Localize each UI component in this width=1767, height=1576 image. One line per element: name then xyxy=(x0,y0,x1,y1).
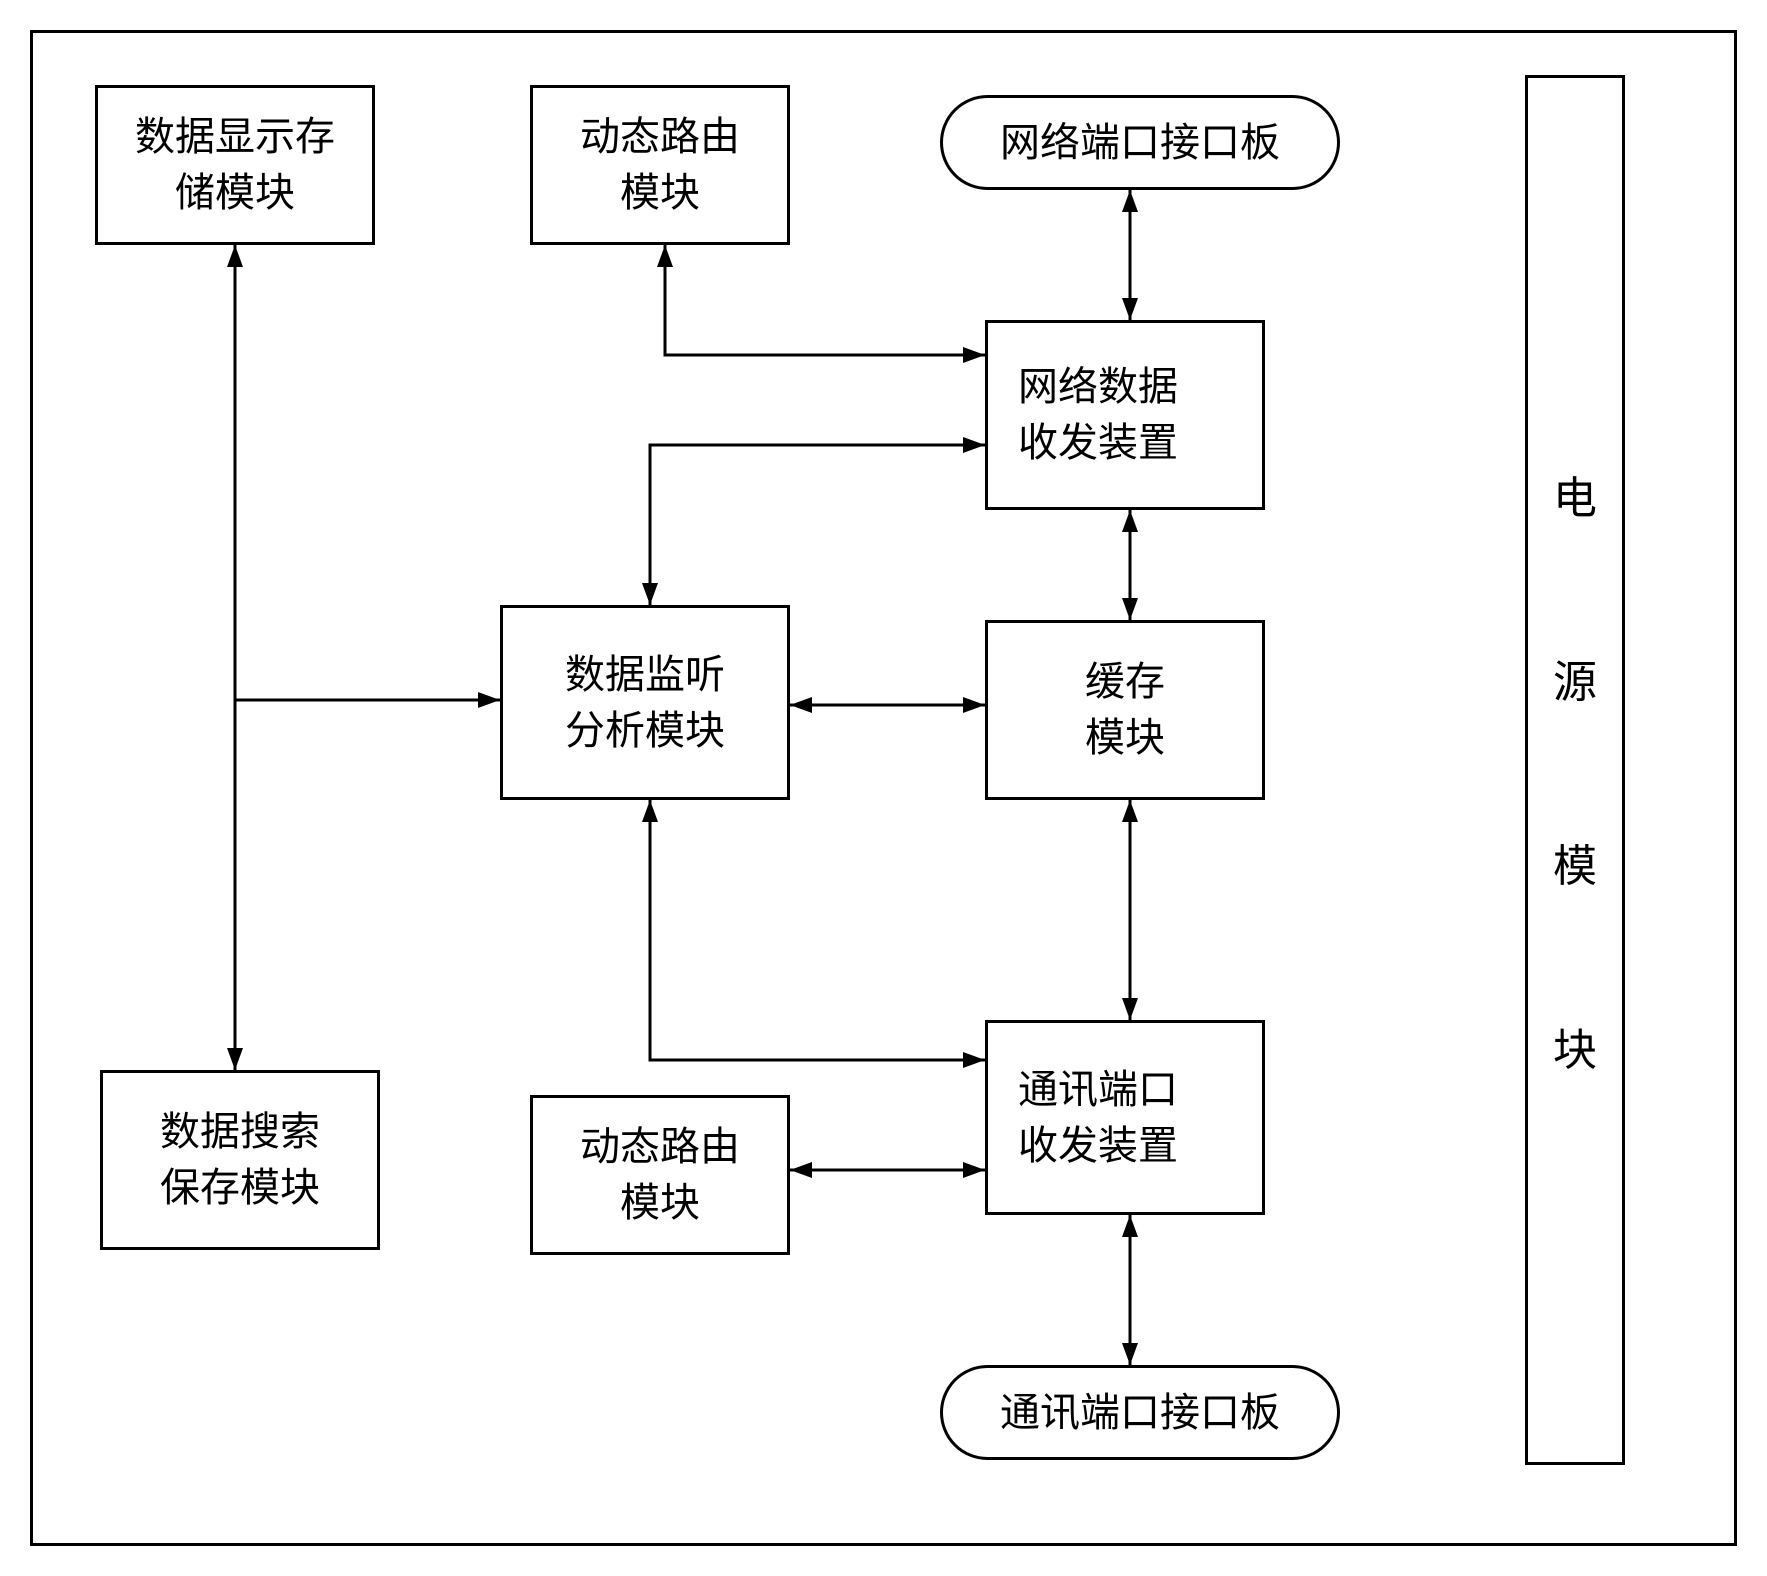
node-label: 通讯端口接口板 xyxy=(1000,1385,1280,1441)
node-label: 数据搜索 xyxy=(160,1104,320,1160)
node-label: 动态路由 xyxy=(580,1119,740,1175)
node-label: 块 xyxy=(1553,1014,1597,1078)
node-label: 分析模块 xyxy=(565,703,725,759)
node-label: 动态路由 xyxy=(580,109,740,165)
node-label: 通讯端口 xyxy=(1018,1062,1178,1118)
node-data-display-storage: 数据显示存 储模块 xyxy=(95,85,375,245)
node-dynamic-routing-top: 动态路由 模块 xyxy=(530,85,790,245)
node-label: 电 xyxy=(1553,462,1597,526)
node-power-module: 电 源 模 块 xyxy=(1525,75,1625,1465)
node-label: 网络端口接口板 xyxy=(1000,115,1280,171)
node-label: 模 xyxy=(1553,830,1597,894)
node-label: 保存模块 xyxy=(160,1160,320,1216)
node-label: 收发装置 xyxy=(1018,415,1178,471)
node-dynamic-routing-bottom: 动态路由 模块 xyxy=(530,1095,790,1255)
node-label: 储模块 xyxy=(175,165,295,221)
node-network-port-board: 网络端口接口板 xyxy=(940,95,1340,190)
node-label: 收发装置 xyxy=(1018,1118,1178,1174)
diagram-canvas: 数据显示存 储模块 动态路由 模块 网络端口接口板 网络数据 收发装置 数据监听… xyxy=(0,0,1767,1576)
node-label: 数据监听 xyxy=(565,647,725,703)
outer-frame xyxy=(30,30,1737,1546)
node-label: 源 xyxy=(1553,646,1597,710)
node-data-monitor-analysis: 数据监听 分析模块 xyxy=(500,605,790,800)
node-cache-module: 缓存 模块 xyxy=(985,620,1265,800)
node-label: 模块 xyxy=(1085,710,1165,766)
node-label: 模块 xyxy=(620,1175,700,1231)
node-network-data-transceiver: 网络数据 收发装置 xyxy=(985,320,1265,510)
node-label: 模块 xyxy=(620,165,700,221)
node-label: 网络数据 xyxy=(1018,359,1178,415)
node-label: 缓存 xyxy=(1085,654,1165,710)
node-comm-port-board: 通讯端口接口板 xyxy=(940,1365,1340,1460)
node-comm-port-transceiver: 通讯端口 收发装置 xyxy=(985,1020,1265,1215)
node-label: 数据显示存 xyxy=(135,109,335,165)
node-data-search-save: 数据搜索 保存模块 xyxy=(100,1070,380,1250)
